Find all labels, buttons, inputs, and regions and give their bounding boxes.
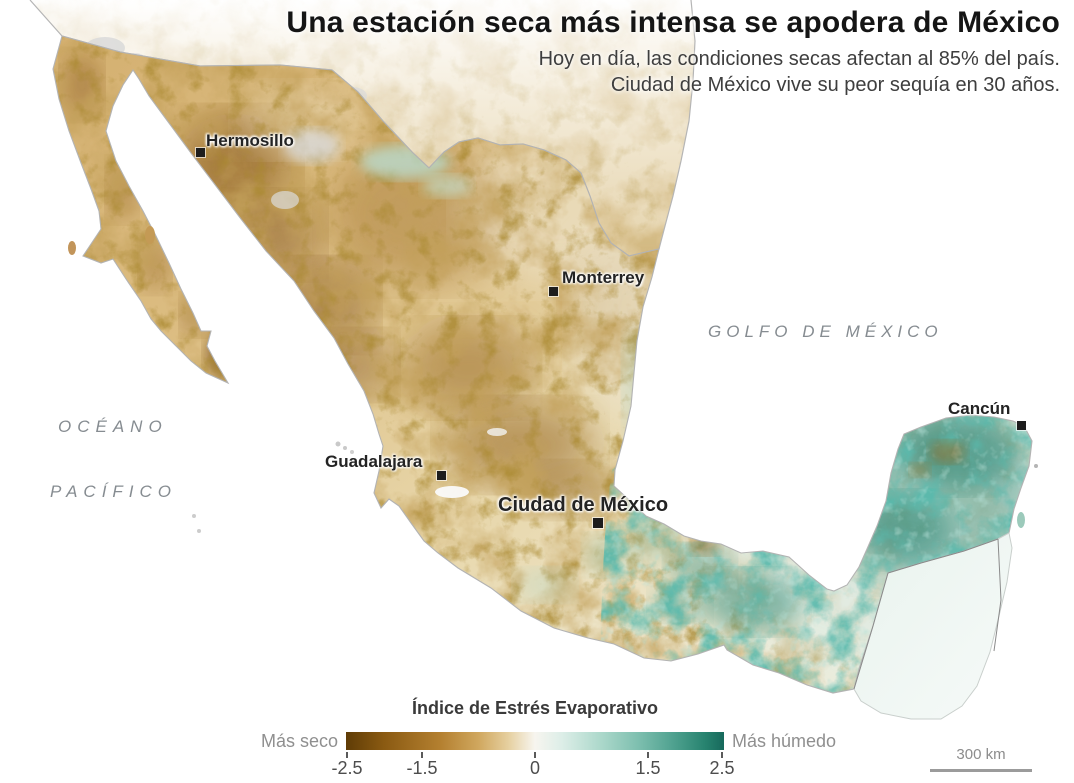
- subtitle: Hoy en día, las condiciones secas afecta…: [286, 46, 1060, 98]
- legend-tick-label-1: -1.5: [406, 758, 438, 778]
- city-label-hermosillo: Hermosillo: [206, 131, 294, 150]
- scalebar-line: [930, 769, 1032, 772]
- legend-tick-2: [534, 752, 536, 758]
- legend-title: Índice de Estrés Evaporativo: [411, 698, 659, 718]
- legend-tick-0: [346, 752, 348, 758]
- city-label-guadalajara: Guadalajara: [325, 452, 423, 471]
- city-label-ciudad-de-mexico: Ciudad de México: [498, 494, 669, 516]
- legend-tick-3: [647, 752, 649, 758]
- mexico-coastline: [52, 35, 1033, 694]
- legend-wet-label: Más húmedo: [732, 731, 837, 751]
- city-marker-cancun: [1017, 421, 1026, 430]
- belize-guatemala-faded: [853, 532, 1013, 720]
- ocean-label-pacific-line2: PACÍFICO: [50, 482, 178, 501]
- legend-dry-label: Más seco: [260, 731, 338, 751]
- belize-border-line: [993, 538, 1002, 652]
- legend-tick-4: [721, 752, 723, 758]
- city-label-monterrey: Monterrey: [562, 268, 645, 287]
- city-label-cancun: Cancún: [948, 399, 1011, 418]
- ocean-label-pacific-line1: OCÉANO: [58, 417, 168, 436]
- legend-colorbar: [346, 732, 724, 750]
- legend-tick-label-2: 0: [529, 758, 540, 778]
- header: Una estación seca más intensa se apodera…: [286, 6, 1060, 98]
- city-marker-hermosillo: [196, 148, 205, 157]
- legend-tick-label-3: 1.5: [635, 758, 661, 778]
- city-marker-guadalajara: [437, 471, 446, 480]
- nodata-patches: [271, 129, 507, 498]
- page-title: Una estación seca más intensa se apodera…: [286, 6, 1060, 39]
- city-marker-ciudad-de-mexico: [593, 518, 603, 528]
- legend-tick-label-0: -2.5: [331, 758, 363, 778]
- ocean-label-gulf: GOLFO DE MÉXICO: [708, 322, 943, 341]
- islands: [68, 226, 1038, 533]
- guatemala-border-line: [853, 538, 999, 690]
- subtitle-line-1: Hoy en día, las condiciones secas afecta…: [538, 48, 1060, 70]
- subtitle-line-2: Ciudad de México vive su peor sequía en …: [610, 74, 1060, 96]
- city-marker-monterrey: [549, 287, 558, 296]
- scalebar-label: 300 km: [956, 746, 1006, 763]
- legend-tick-label-4: 2.5: [709, 758, 735, 778]
- legend-tick-1: [421, 752, 423, 758]
